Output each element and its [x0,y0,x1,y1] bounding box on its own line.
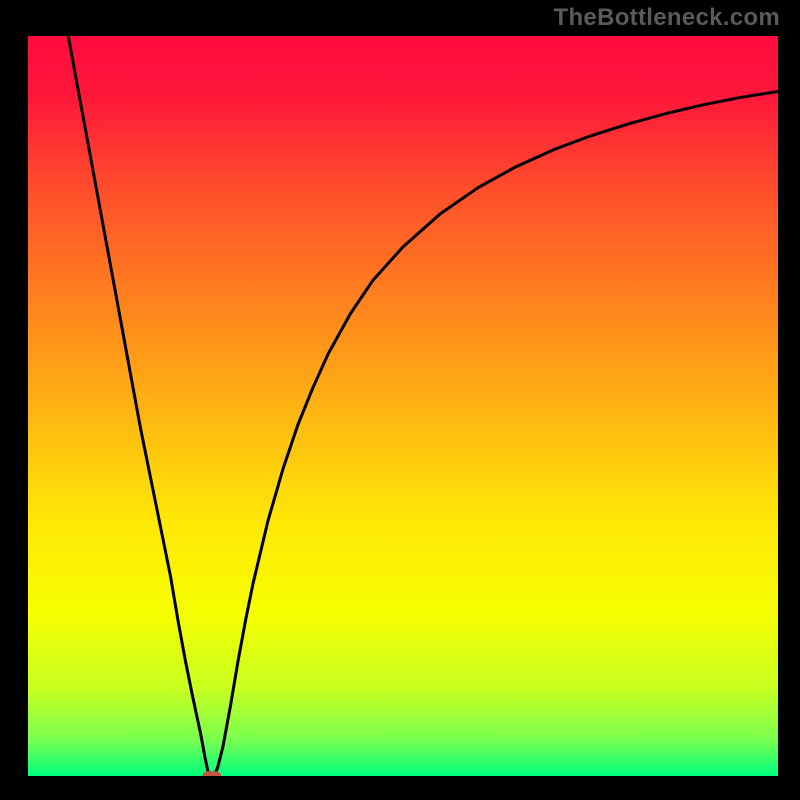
watermark-label: TheBottleneck.com [554,4,780,32]
plot-background [28,36,778,776]
bottleneck-chart [0,0,800,800]
chart-container: TheBottleneck.com [0,0,800,800]
